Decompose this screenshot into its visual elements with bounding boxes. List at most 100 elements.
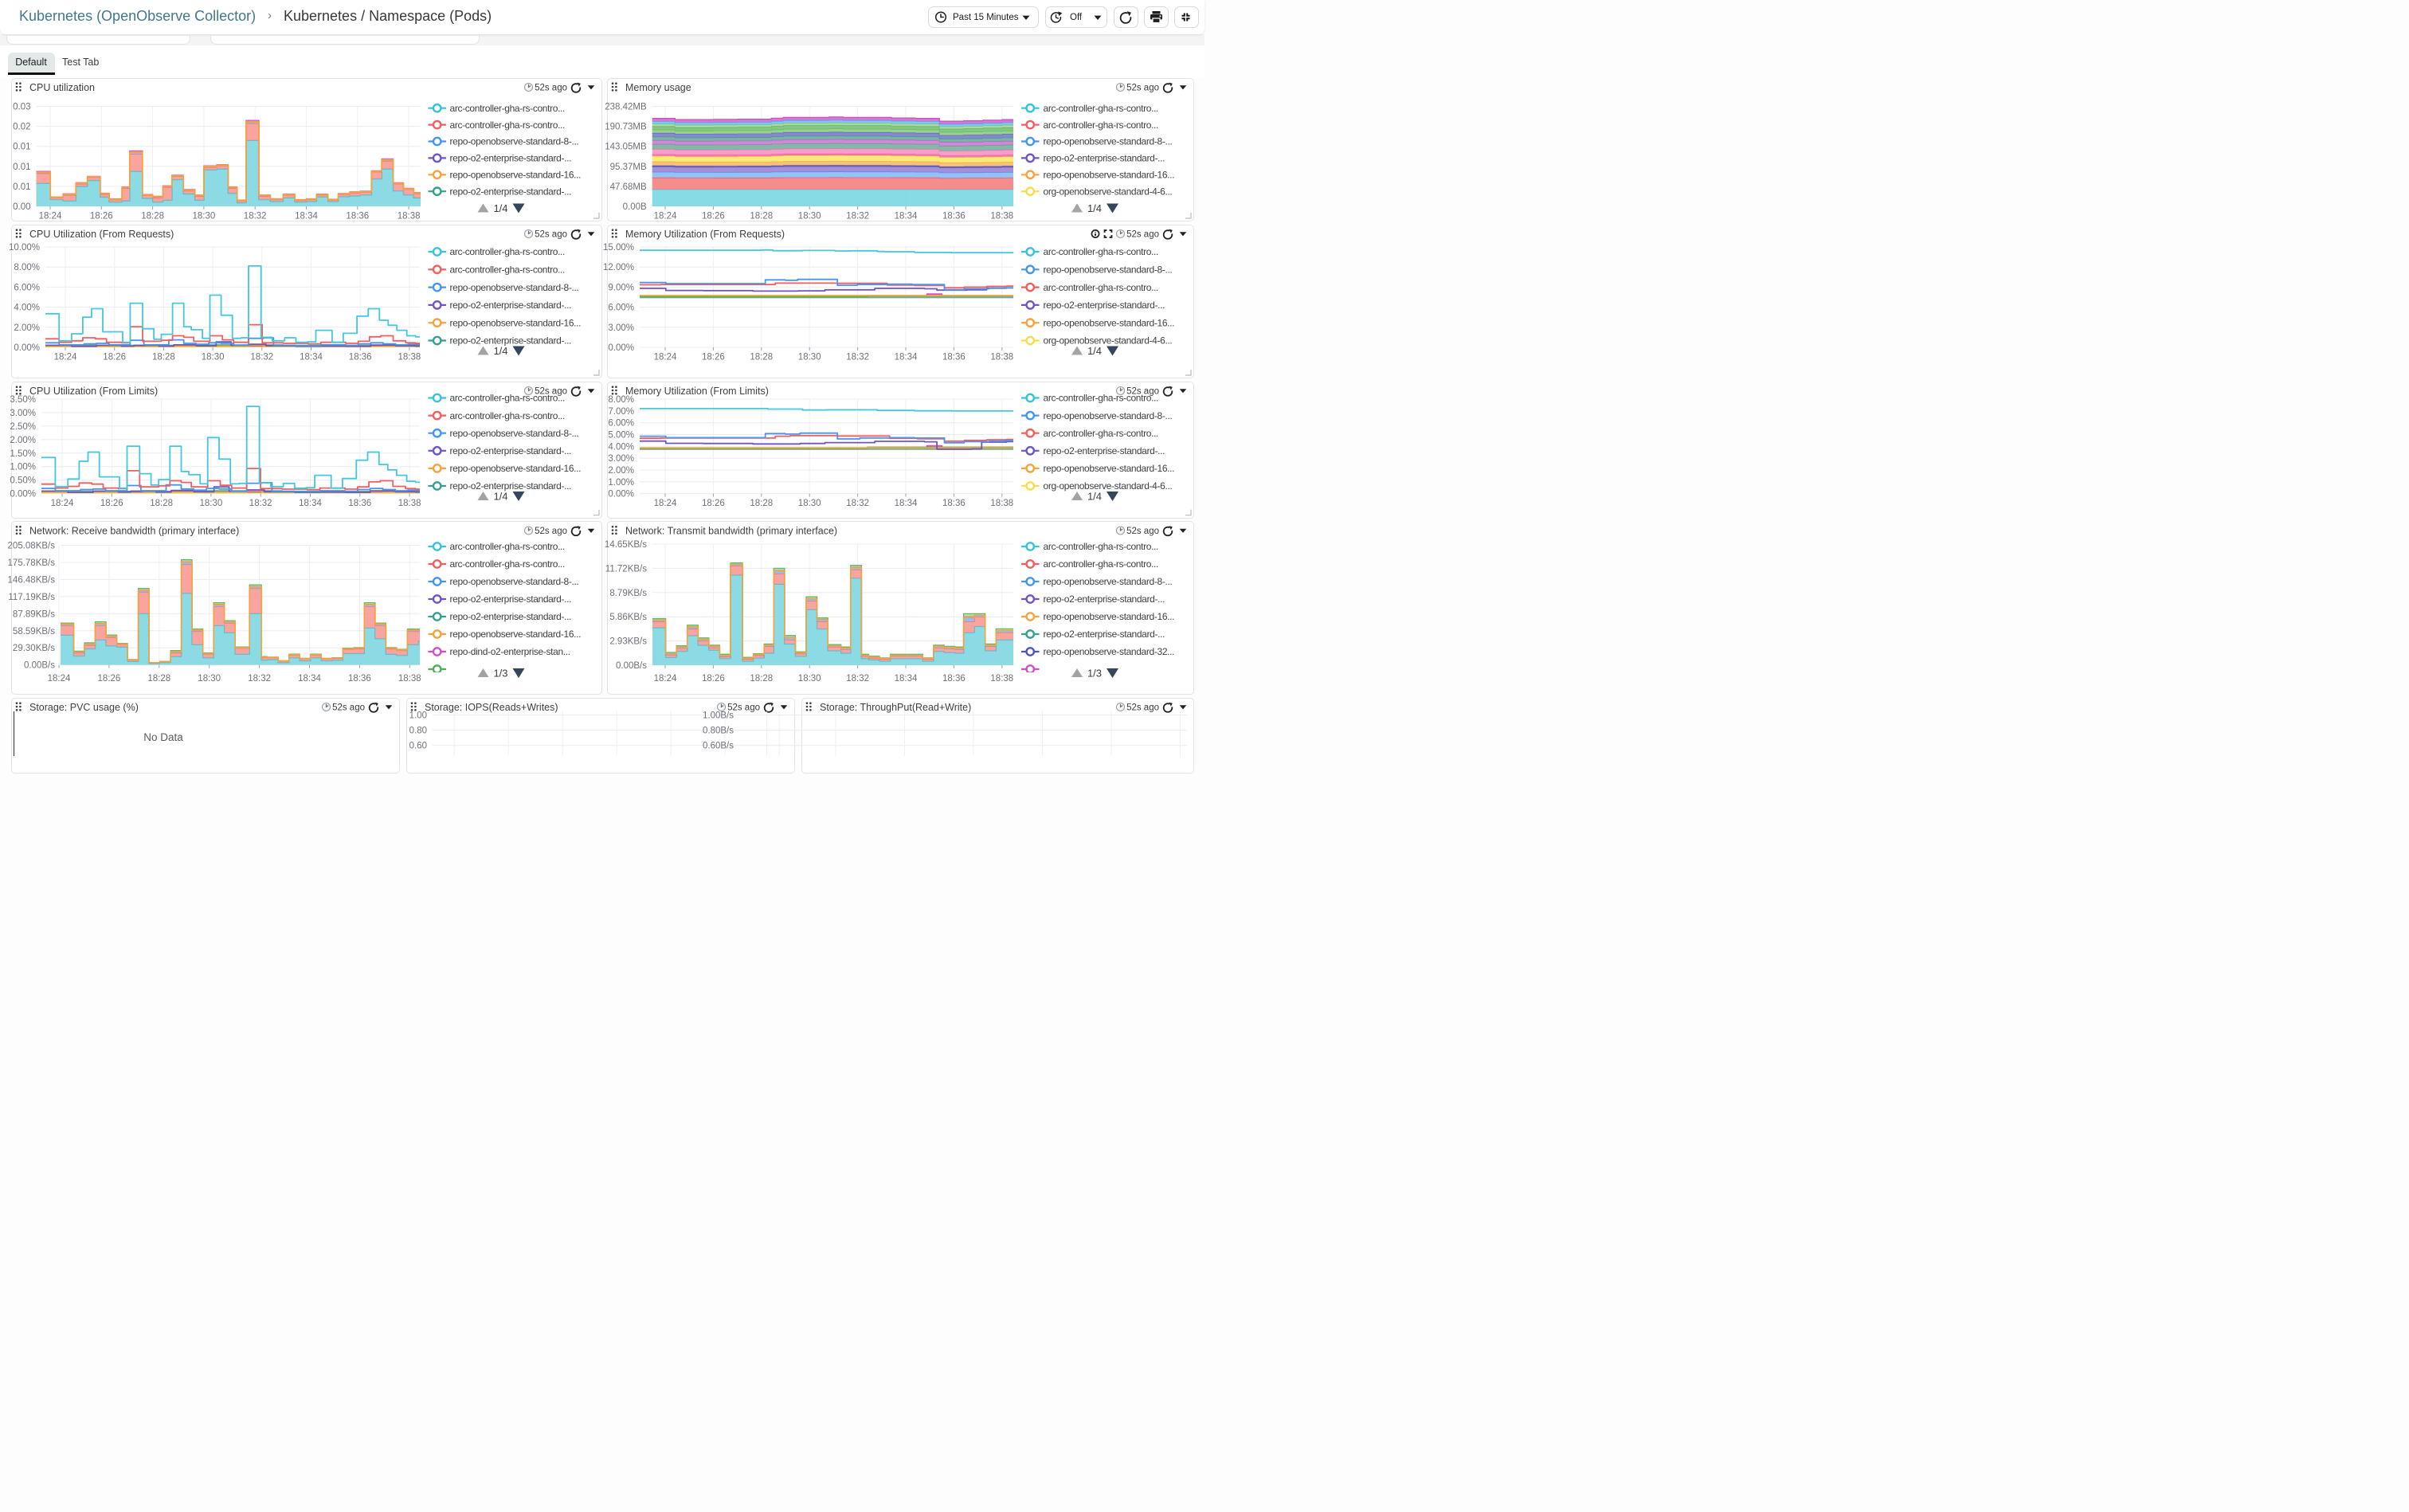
svg-text:4.00%: 4.00% <box>14 304 40 313</box>
svg-text:6.00%: 6.00% <box>14 283 40 292</box>
svg-text:repo-openobserve-standard-16..: repo-openobserve-standard-16... <box>1044 463 1175 474</box>
svg-text:18:30: 18:30 <box>202 353 225 362</box>
svg-text:2.00%: 2.00% <box>608 466 634 476</box>
svg-text:1.00B/s: 1.00B/s <box>703 711 734 721</box>
svg-text:18:24: 18:24 <box>654 674 677 684</box>
svg-text:11.72KB/s: 11.72KB/s <box>605 564 647 574</box>
svg-text:18:34: 18:34 <box>895 499 918 508</box>
svg-text:18:34: 18:34 <box>298 674 321 684</box>
svg-text:repo-openobserve-standard-16..: repo-openobserve-standard-16... <box>1044 170 1175 181</box>
svg-text:0.03: 0.03 <box>13 103 30 112</box>
svg-text:18:38: 18:38 <box>990 499 1013 508</box>
svg-text:0.60B/s: 0.60B/s <box>703 742 734 751</box>
svg-text:18:36: 18:36 <box>346 212 369 221</box>
svg-text:repo-openobserve-standard-32..: repo-openobserve-standard-32... <box>1044 646 1175 657</box>
svg-text:1/3: 1/3 <box>493 668 507 680</box>
svg-text:18:26: 18:26 <box>702 499 725 508</box>
svg-text:0.00%: 0.00% <box>608 490 634 499</box>
svg-text:18:28: 18:28 <box>750 353 773 362</box>
svg-text:arc-controller-gha-rs-contro..: arc-controller-gha-rs-contro... <box>450 103 566 114</box>
svg-text:repo-o2-enterprise-standard-..: repo-o2-enterprise-standard-... <box>450 593 572 605</box>
svg-text:org-openobserve-standard-4-6..: org-openobserve-standard-4-6... <box>1044 480 1173 492</box>
svg-text:18:36: 18:36 <box>942 499 966 508</box>
svg-text:18:30: 18:30 <box>200 499 223 508</box>
svg-text:18:30: 18:30 <box>798 674 821 684</box>
svg-text:18:28: 18:28 <box>150 499 173 508</box>
svg-text:CPU utilization: CPU utilization <box>29 82 95 93</box>
svg-text:1.00%: 1.00% <box>10 463 36 472</box>
svg-text:10.00%: 10.00% <box>9 243 40 253</box>
svg-text:repo-o2-enterprise-standard-..: repo-o2-enterprise-standard-... <box>1044 153 1165 164</box>
svg-text:18:26: 18:26 <box>90 212 113 221</box>
svg-text:Storage: IOPS(Reads+Writes): Storage: IOPS(Reads+Writes) <box>425 702 558 713</box>
svg-text:18:28: 18:28 <box>750 499 773 508</box>
svg-text:18:28: 18:28 <box>152 353 175 362</box>
svg-text:18:24: 18:24 <box>48 674 71 684</box>
svg-text:repo-openobserve-standard-8-..: repo-openobserve-standard-8-... <box>1044 576 1173 587</box>
svg-text:1/4: 1/4 <box>1087 345 1102 357</box>
svg-text:1.50%: 1.50% <box>10 449 36 459</box>
svg-text:Network: Receive bandwidth (pr: Network: Receive bandwidth (primary inte… <box>29 526 239 537</box>
svg-text:0.80: 0.80 <box>409 727 427 736</box>
svg-text:18:32: 18:32 <box>846 674 869 684</box>
svg-text:175.78KB/s: 175.78KB/s <box>8 558 56 568</box>
svg-text:1/4: 1/4 <box>493 345 507 357</box>
svg-text:18:24: 18:24 <box>39 212 62 221</box>
svg-text:0.00B/s: 0.00B/s <box>24 661 55 671</box>
svg-text:4.00%: 4.00% <box>608 442 634 452</box>
svg-text:18:30: 18:30 <box>798 353 821 362</box>
svg-text:18:38: 18:38 <box>990 212 1013 221</box>
svg-text:No Data: No Data <box>143 731 183 743</box>
svg-text:Memory Utilization (From Limit: Memory Utilization (From Limits) <box>625 386 769 397</box>
svg-text:18:26: 18:26 <box>702 674 725 684</box>
svg-text:9.00%: 9.00% <box>608 283 634 292</box>
svg-text:146.48KB/s: 146.48KB/s <box>8 576 56 586</box>
svg-text:repo-o2-enterprise-standard-..: repo-o2-enterprise-standard-... <box>450 480 572 492</box>
svg-text:52s ago: 52s ago <box>535 527 567 536</box>
svg-text:org-openobserve-standard-4-6..: org-openobserve-standard-4-6... <box>1044 335 1173 347</box>
svg-text:18:28: 18:28 <box>750 212 773 221</box>
svg-text:6.00%: 6.00% <box>608 304 634 313</box>
svg-text:arc-controller-gha-rs-contro..: arc-controller-gha-rs-contro... <box>1044 393 1159 404</box>
svg-text:arc-controller-gha-rs-contro..: arc-controller-gha-rs-contro... <box>1044 103 1159 114</box>
svg-text:3.50%: 3.50% <box>10 395 36 405</box>
svg-text:6.00%: 6.00% <box>608 419 634 429</box>
svg-text:Memory usage: Memory usage <box>625 82 691 93</box>
svg-text:repo-openobserve-standard-8-..: repo-openobserve-standard-8-... <box>450 576 579 587</box>
svg-text:15.00%: 15.00% <box>603 243 634 253</box>
svg-text:205.08KB/s: 205.08KB/s <box>8 542 56 551</box>
svg-text:3.00%: 3.00% <box>608 454 634 464</box>
svg-text:arc-controller-gha-rs-contro..: arc-controller-gha-rs-contro... <box>1044 428 1159 439</box>
svg-text:0.01: 0.01 <box>13 163 30 172</box>
svg-text:arc-controller-gha-rs-contro..: arc-controller-gha-rs-contro... <box>1044 246 1159 257</box>
svg-text:18:34: 18:34 <box>895 212 918 221</box>
svg-text:1.00%: 1.00% <box>608 478 634 488</box>
svg-text:repo-o2-enterprise-standard-..: repo-o2-enterprise-standard-... <box>450 611 572 622</box>
svg-text:18:32: 18:32 <box>846 212 869 221</box>
svg-text:18:24: 18:24 <box>54 353 77 362</box>
svg-text:0.60: 0.60 <box>409 742 427 751</box>
svg-text:18:30: 18:30 <box>798 499 821 508</box>
svg-text:repo-openobserve-standard-8-..: repo-openobserve-standard-8-... <box>1044 264 1173 276</box>
svg-text:arc-controller-gha-rs-contro..: arc-controller-gha-rs-contro... <box>450 558 566 570</box>
svg-text:0.02: 0.02 <box>13 123 30 132</box>
svg-text:18:30: 18:30 <box>198 674 221 684</box>
svg-text:0.00%: 0.00% <box>608 343 634 353</box>
svg-text:arc-controller-gha-rs-contro..: arc-controller-gha-rs-contro... <box>450 541 566 552</box>
svg-text:repo-openobserve-standard-8-..: repo-openobserve-standard-8-... <box>1044 136 1173 147</box>
svg-text:repo-openobserve-standard-16..: repo-openobserve-standard-16... <box>450 317 582 328</box>
svg-text:arc-controller-gha-rs-contro..: arc-controller-gha-rs-contro... <box>450 246 566 257</box>
svg-text:Storage: PVC usage (%): Storage: PVC usage (%) <box>29 702 139 713</box>
svg-text:18:38: 18:38 <box>398 353 421 362</box>
svg-text:18:36: 18:36 <box>942 353 966 362</box>
svg-text:52s ago: 52s ago <box>727 703 760 713</box>
svg-text:18:38: 18:38 <box>398 499 421 508</box>
svg-text:Storage: ThroughPut(Read+Write: Storage: ThroughPut(Read+Write) <box>820 702 971 713</box>
svg-text:arc-controller-gha-rs-contro..: arc-controller-gha-rs-contro... <box>450 393 566 404</box>
svg-text:5.00%: 5.00% <box>608 431 634 441</box>
svg-text:1/4: 1/4 <box>1087 491 1102 503</box>
svg-text:52s ago: 52s ago <box>535 84 567 93</box>
svg-text:1/4: 1/4 <box>493 491 507 503</box>
svg-text:2.00%: 2.00% <box>14 323 40 333</box>
svg-text:2.50%: 2.50% <box>10 422 36 432</box>
